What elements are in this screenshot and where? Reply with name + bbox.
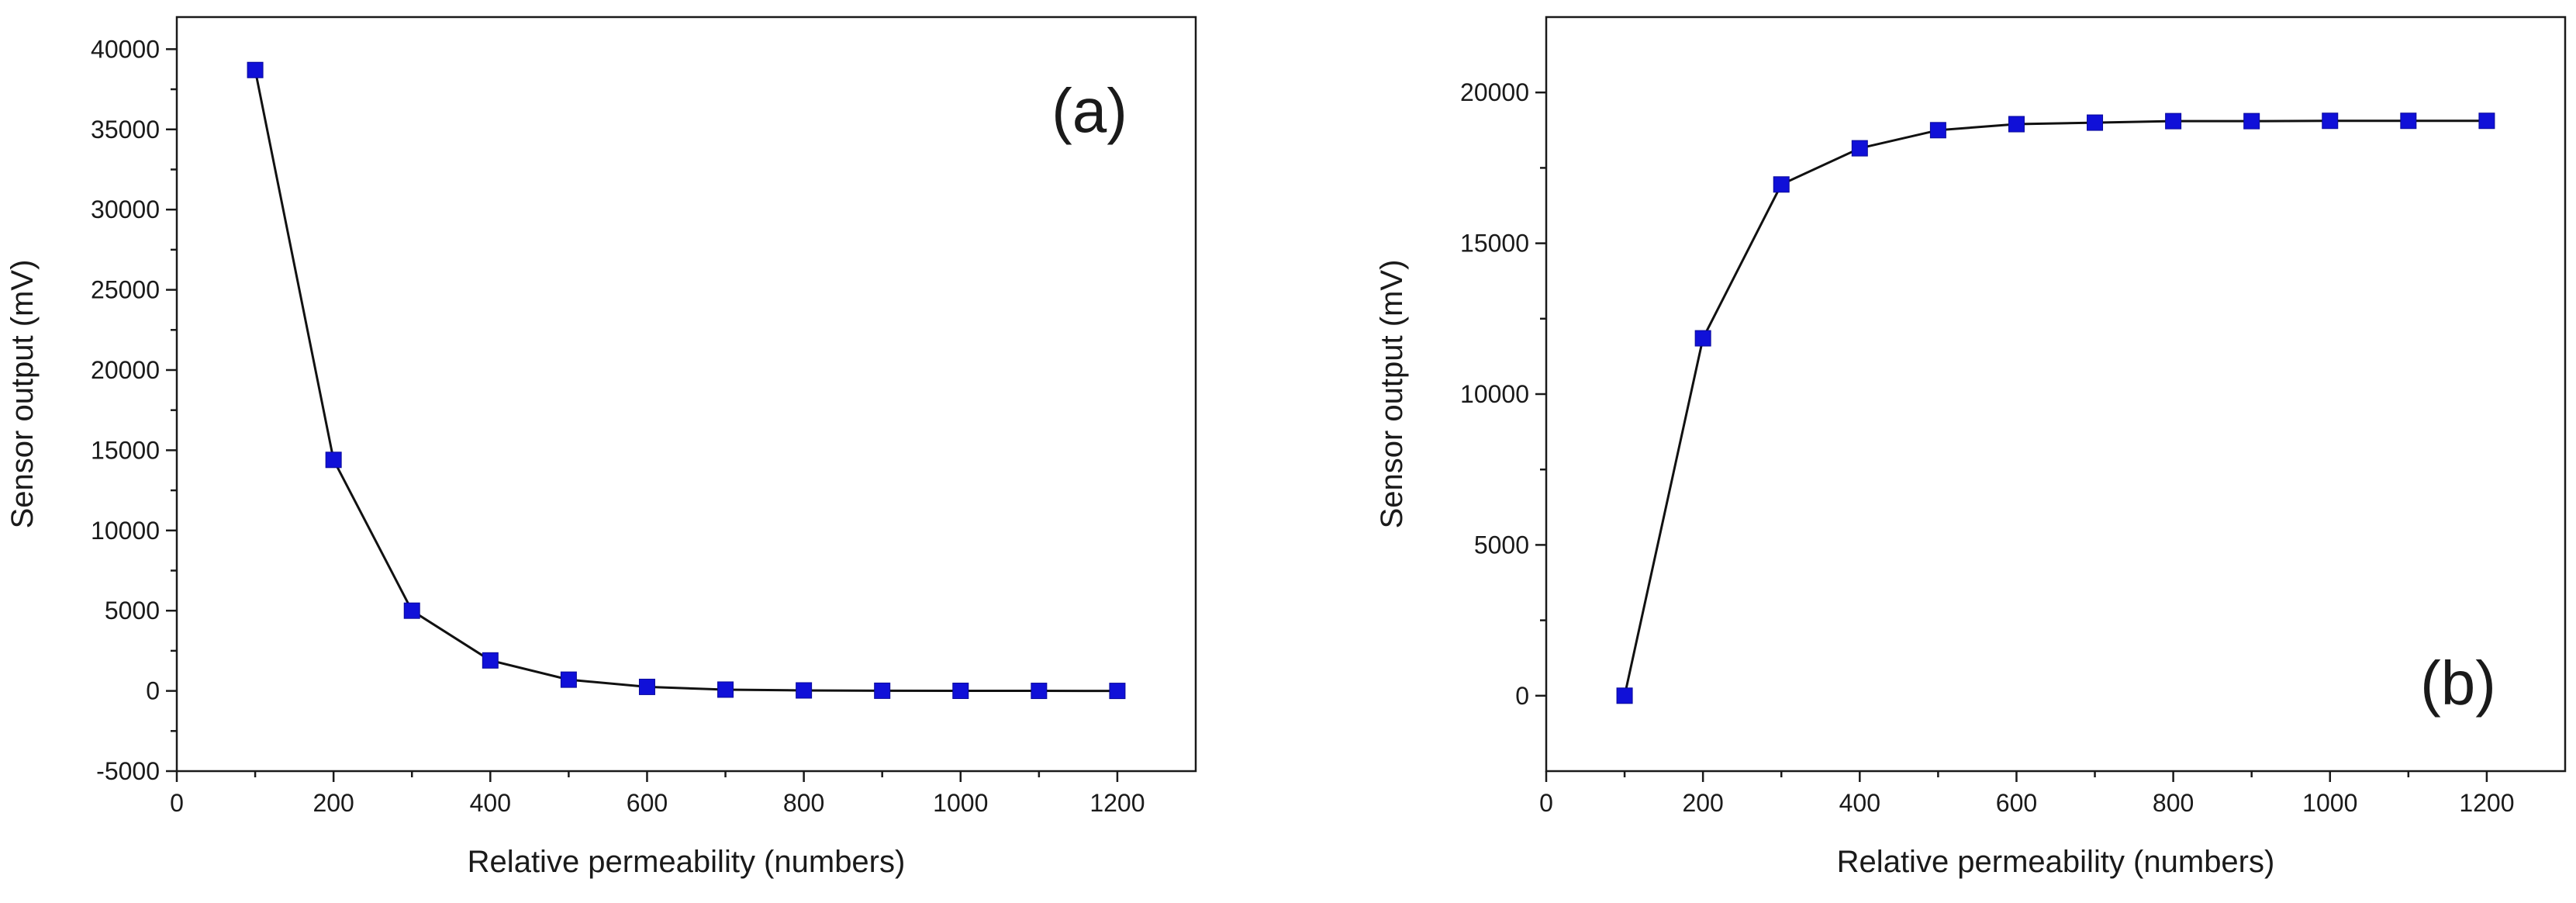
x-tick-label: 800 [2153, 789, 2194, 817]
plot-frame [175, 16, 1197, 773]
y-tick-label: 40000 [91, 35, 160, 63]
data-point [2243, 112, 2260, 130]
x-tick-label: 800 [783, 789, 824, 817]
data-point [403, 602, 420, 619]
data-point [796, 682, 813, 699]
y-tick-label: 10000 [1460, 380, 1529, 408]
data-point [1694, 330, 1711, 347]
panel-label: (a) [1051, 76, 1127, 145]
y-tick-label: 35000 [91, 116, 160, 144]
x-tick-label: 1200 [2459, 789, 2514, 817]
y-axis-title: Sensor output (mV) [5, 260, 40, 529]
data-point [560, 671, 577, 688]
data-point [1031, 683, 1048, 700]
y-tick-label: 0 [146, 677, 160, 705]
data-point [2478, 112, 2495, 130]
x-axis-title: Relative permeability (numbers) [468, 845, 906, 879]
data-point [1929, 122, 1946, 139]
data-point [325, 452, 342, 469]
data-point [1773, 176, 1790, 193]
chart-0: 0 200 400 600 800 1000 1200 -5000 0 5000 10000 1500… [5, 16, 1197, 879]
data-point [2008, 116, 2025, 133]
chart-1: 0 200 400 600 800 1000 1200 0 5000 10000 15000 2000… [1375, 16, 2567, 879]
data-point [2400, 112, 2417, 130]
data-point [2165, 112, 2182, 130]
y-tick-label: 30000 [91, 195, 160, 223]
y-tick-label: 20000 [91, 356, 160, 384]
data-point [1616, 687, 1633, 704]
series-line [254, 69, 1117, 693]
x-tick-label: 0 [170, 789, 184, 817]
x-axis-title: Relative permeability (numbers) [1837, 845, 2275, 879]
panel-label: (b) [2420, 649, 2496, 718]
data-point [952, 682, 969, 699]
data-point [247, 61, 264, 78]
y-tick-label: 15000 [1460, 230, 1529, 258]
data-point [1109, 683, 1126, 700]
y-tick-label: 5000 [1474, 531, 1529, 559]
y-tick-label: 10000 [91, 517, 160, 545]
y-tick-label: 5000 [105, 597, 160, 624]
data-point [638, 678, 655, 695]
data-point [717, 681, 734, 698]
x-tick-label: 400 [1839, 789, 1880, 817]
data-point [482, 652, 499, 669]
x-tick-label: 1200 [1089, 789, 1145, 817]
x-tick-label: 200 [313, 789, 354, 817]
data-point [2087, 114, 2104, 131]
y-tick-label: -5000 [96, 757, 160, 785]
x-tick-label: 0 [1539, 789, 1553, 817]
data-point [2322, 112, 2339, 130]
y-tick-label: 20000 [1460, 78, 1529, 106]
x-tick-label: 1000 [933, 789, 988, 817]
plot-frame [1545, 16, 2567, 773]
y-tick-label: 0 [1515, 682, 1529, 710]
data-point [874, 682, 891, 699]
y-axis-title: Sensor output (mV) [1375, 260, 1409, 529]
y-tick-label: 25000 [91, 276, 160, 304]
x-tick-label: 600 [627, 789, 668, 817]
x-tick-label: 600 [1996, 789, 2037, 817]
y-tick-label: 15000 [91, 436, 160, 464]
x-tick-label: 1000 [2302, 789, 2357, 817]
x-tick-label: 400 [470, 789, 511, 817]
x-tick-label: 200 [1682, 789, 1723, 817]
series-line [1623, 119, 2487, 697]
data-point [1851, 140, 1868, 157]
